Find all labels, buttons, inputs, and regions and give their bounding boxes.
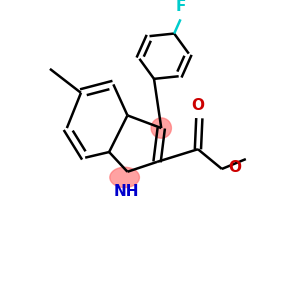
Text: F: F [175, 0, 186, 14]
Text: NH: NH [113, 184, 139, 199]
Ellipse shape [110, 167, 140, 188]
Ellipse shape [151, 118, 171, 138]
Text: O: O [228, 160, 241, 175]
Text: O: O [191, 98, 204, 113]
